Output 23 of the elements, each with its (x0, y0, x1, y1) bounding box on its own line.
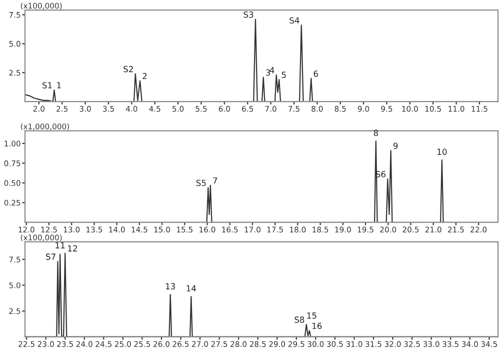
annotation: S3 (244, 11, 254, 18)
annotation: 10 (438, 148, 447, 155)
annotation: 2 (142, 72, 147, 80)
annotation: 15 (307, 312, 316, 319)
annotation: 12 (68, 245, 77, 252)
annotation: S7 (46, 254, 56, 260)
annotation: 8 (374, 130, 378, 136)
annotation: S4 (290, 17, 300, 24)
annotation: S2 (124, 66, 133, 72)
annotation: 1 (57, 82, 61, 88)
annotation: 9 (393, 142, 398, 149)
annotation: 4 (270, 67, 274, 74)
annotation: 14 (186, 285, 196, 292)
annotation: 16 (312, 322, 322, 330)
annotation: 13 (166, 283, 175, 290)
annotation: 11 (56, 242, 65, 248)
annotation: 5 (282, 72, 286, 78)
annotation: S5 (196, 180, 206, 186)
annotation: 6 (314, 70, 318, 77)
annotation: 3 (266, 69, 270, 76)
annotation: S8 (294, 316, 304, 323)
annotation: S1 (42, 82, 52, 88)
annotation: 7 (213, 177, 218, 184)
